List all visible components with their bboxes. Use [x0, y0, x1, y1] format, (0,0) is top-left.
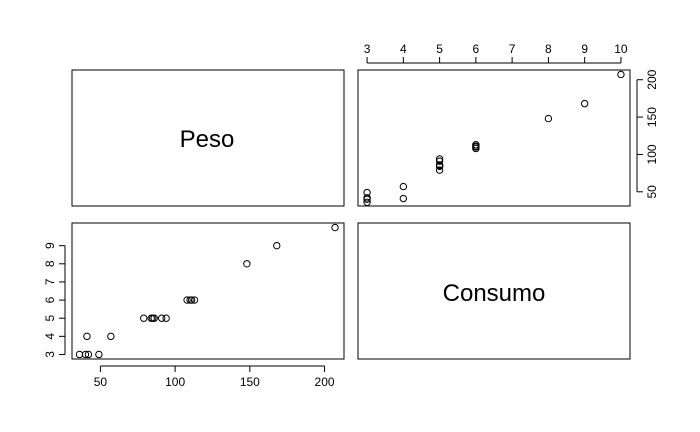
- data-point: [81, 350, 90, 359]
- y-tick-label: 5: [43, 315, 57, 322]
- data-point: [363, 194, 371, 202]
- data-point: [162, 314, 170, 322]
- data-point: [580, 99, 589, 108]
- data-point: [331, 223, 339, 232]
- data-point: [84, 350, 93, 359]
- data-point: [363, 198, 371, 206]
- data-point: [95, 350, 103, 359]
- y-tick-label: 200: [645, 69, 659, 89]
- data-point: [140, 314, 148, 322]
- y-tick-label: 4: [43, 333, 57, 340]
- data-point: [157, 314, 166, 322]
- data-point: [435, 166, 444, 174]
- panel-consumo-vs-peso: 3 4 5 6 7 8 9 10 50 100 150 200: [363, 42, 659, 206]
- y-tick-label: 7: [43, 278, 57, 285]
- x-tick-label: 7: [509, 42, 516, 56]
- data-point: [187, 296, 196, 304]
- data-point: [150, 314, 158, 322]
- x-tick-label: 4: [400, 42, 407, 56]
- data-point: [75, 350, 84, 359]
- data-point: [83, 332, 91, 341]
- data-point: [435, 155, 444, 163]
- data-point: [183, 296, 191, 304]
- x-tick-label: 50: [94, 375, 108, 389]
- data-point: [472, 141, 480, 149]
- x-tick-label: 150: [240, 375, 260, 389]
- panel-peso-vs-consumo: 50 100 150 200 3 4 5 6 7 8 9: [43, 223, 339, 389]
- x-tick-label: 8: [545, 42, 552, 56]
- data-point: [273, 241, 281, 250]
- x-tick-label: 6: [473, 42, 480, 56]
- x-tick-label: 3: [364, 42, 371, 56]
- x-tick-label: 10: [614, 42, 628, 56]
- data-point: [149, 314, 157, 322]
- y-tick-label: 6: [43, 296, 57, 303]
- variable-label-consumo: Consumo: [443, 280, 546, 307]
- panel-frame-consumo-vs-peso: [357, 69, 631, 207]
- data-point: [617, 70, 625, 79]
- y-tick-label: 9: [43, 242, 57, 249]
- y-tick-label: 100: [645, 144, 659, 164]
- y-tick-label: 50: [645, 185, 659, 199]
- data-point: [243, 260, 251, 268]
- x-tick-label: 200: [315, 375, 335, 389]
- data-point: [435, 157, 444, 165]
- x-tick-label: 5: [436, 42, 443, 56]
- data-point: [107, 332, 115, 341]
- data-point: [399, 194, 408, 203]
- panel-frame-peso-vs-consumo: [71, 222, 345, 360]
- y-tick-label: 8: [43, 260, 57, 267]
- y-tick-label: 150: [645, 107, 659, 127]
- y-tick-label: 3: [43, 351, 57, 358]
- data-point: [544, 114, 553, 123]
- data-point: [399, 182, 408, 191]
- x-tick-label: 100: [165, 375, 185, 389]
- x-tick-label: 9: [581, 42, 588, 56]
- data-point: [363, 188, 371, 197]
- panel-frame-consumo-label: [357, 222, 631, 360]
- panel-frame-peso-label: [71, 69, 345, 207]
- variable-label-peso: Peso: [180, 126, 235, 153]
- data-point: [190, 296, 199, 304]
